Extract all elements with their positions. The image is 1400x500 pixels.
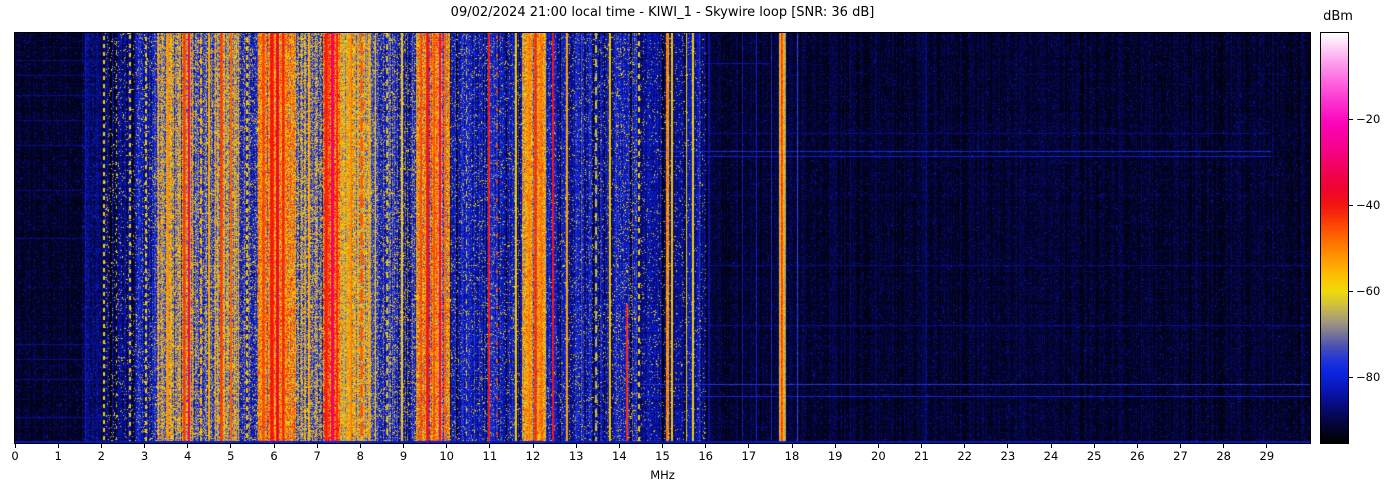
x-tick-label: 5: [227, 449, 235, 463]
x-tick: [1007, 444, 1009, 448]
x-tick-label: 4: [183, 449, 192, 463]
x-tick-label: 14: [612, 449, 627, 463]
x-tick-label: 10: [439, 449, 454, 463]
x-tick-label: 23: [1000, 449, 1016, 463]
x-tick-label: 6: [270, 449, 278, 463]
x-axis-label: MHz: [650, 468, 675, 482]
x-tick-label: 13: [568, 449, 584, 463]
x-tick: [273, 444, 275, 448]
x-tick-label: 18: [784, 449, 800, 463]
x-tick-label: 19: [827, 449, 843, 463]
x-tick: [1266, 444, 1268, 448]
x-tick: [316, 444, 318, 448]
x-tick: [834, 444, 836, 448]
x-tick: [532, 444, 534, 448]
x-tick-label: 0: [11, 449, 19, 463]
x-tick-label: 8: [356, 449, 364, 463]
x-tick-label: 26: [1130, 449, 1145, 463]
colorbar: [1320, 32, 1349, 444]
x-tick: [748, 444, 750, 448]
x-tick: [1050, 444, 1052, 448]
x-tick-label: 7: [313, 449, 321, 463]
x-tick-label: 22: [957, 449, 972, 463]
x-tick: [1223, 444, 1225, 448]
x-tick: [489, 444, 491, 448]
x-tick: [705, 444, 707, 448]
colorbar-tick-label: −60: [1356, 284, 1381, 299]
x-tick: [144, 444, 145, 448]
colorbar-tick-label: −20: [1356, 112, 1381, 127]
x-tick: [1136, 444, 1138, 448]
x-tick: [1180, 444, 1181, 448]
plot-area: [14, 32, 1311, 444]
colorbar-unit-label: dBm: [1323, 9, 1353, 24]
x-tick: [57, 444, 59, 448]
colorbar-tick: [1349, 205, 1353, 207]
x-tick: [403, 444, 404, 448]
x-tick: [100, 444, 102, 448]
x-tick: [662, 444, 663, 448]
colorbar-tick: [1349, 377, 1353, 379]
colorbar-tick-label: −80: [1356, 370, 1381, 385]
x-tick: [230, 444, 232, 448]
x-tick-label: 11: [482, 449, 498, 463]
x-tick-label: 28: [1216, 449, 1231, 463]
x-tick: [921, 444, 922, 448]
colorbar-tick-label: −40: [1356, 198, 1381, 213]
x-tick-label: 21: [914, 449, 929, 463]
x-tick-label: 17: [741, 449, 757, 463]
x-tick: [14, 444, 16, 448]
x-tick: [187, 444, 189, 448]
x-tick-label: 24: [1043, 449, 1059, 463]
x-tick-label: 3: [140, 449, 149, 463]
x-tick-label: 2: [97, 449, 105, 463]
spectrogram-canvas: [15, 33, 1310, 443]
x-tick-label: 16: [698, 449, 713, 463]
x-tick: [791, 444, 793, 448]
plot-title: 09/02/2024 21:00 local time - KIWI_1 - S…: [450, 5, 875, 20]
colorbar-tick: [1349, 119, 1353, 121]
x-tick-label: 12: [525, 449, 541, 463]
x-tick-label: 15: [655, 449, 670, 463]
colorbar-tick: [1349, 291, 1353, 293]
x-tick: [575, 444, 577, 448]
x-tick: [446, 444, 448, 448]
x-tick-label: 9: [399, 449, 408, 463]
x-tick: [359, 444, 361, 448]
x-tick-label: 29: [1259, 449, 1275, 463]
x-tick: [1093, 444, 1095, 448]
x-tick-label: 27: [1173, 449, 1188, 463]
x-tick-label: 1: [54, 449, 62, 463]
x-tick: [964, 444, 966, 448]
x-tick-label: 20: [871, 449, 886, 463]
x-tick: [618, 444, 620, 448]
x-tick-label: 25: [1086, 449, 1102, 463]
colorbar-canvas: [1321, 33, 1348, 443]
x-tick: [877, 444, 879, 448]
